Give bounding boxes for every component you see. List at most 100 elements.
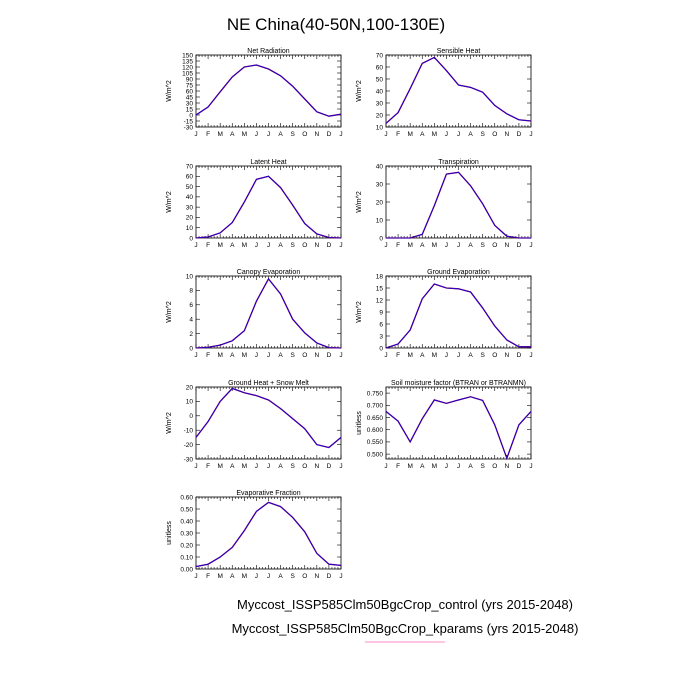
x-tick-label: M <box>242 242 247 249</box>
x-tick-label: O <box>302 352 307 359</box>
x-tick-label: F <box>396 352 400 359</box>
x-tick-label: A <box>230 242 235 249</box>
x-tick-label: O <box>302 463 307 470</box>
x-tick-label: S <box>480 242 485 249</box>
x-tick-label: J <box>194 242 197 249</box>
x-tick-label: J <box>445 352 448 359</box>
x-tick-label: N <box>504 352 509 359</box>
y-tick-label: -10 <box>184 428 194 435</box>
x-tick-label: M <box>242 463 247 470</box>
y-tick-label: 0.60 <box>180 494 193 501</box>
x-tick-label: M <box>217 352 222 359</box>
series-line-control <box>195 387 342 449</box>
y-tick-label: 0.650 <box>367 415 384 422</box>
panel-title: Evaporative Fraction <box>236 490 300 497</box>
y-tick-label: 0.20 <box>180 542 193 549</box>
y-tick-label: 0 <box>379 235 383 242</box>
x-tick-label: J <box>255 242 258 249</box>
x-tick-label: S <box>290 352 295 359</box>
x-tick-label: J <box>384 242 387 249</box>
x-tick-label: O <box>492 131 497 138</box>
x-tick-label: N <box>314 131 319 138</box>
y-tick-label: 6 <box>379 321 383 328</box>
x-tick-label: J <box>267 573 270 580</box>
y-tick-label: 30 <box>186 100 194 107</box>
y-tick-label: 20 <box>376 199 384 206</box>
x-tick-label: S <box>290 463 295 470</box>
x-tick-label: S <box>480 352 485 359</box>
panel-title: Canopy Evaporation <box>237 269 301 276</box>
x-tick-label: D <box>327 131 332 138</box>
y-tick-label: 15 <box>186 106 194 113</box>
x-tick-label: J <box>529 131 532 138</box>
x-tick-label: O <box>492 352 497 359</box>
x-tick-label: J <box>339 242 342 249</box>
x-tick-label: J <box>457 463 460 470</box>
x-tick-label: N <box>314 573 319 580</box>
y-tick-label: 30 <box>376 181 384 188</box>
x-tick-label: F <box>206 352 210 359</box>
x-tick-label: J <box>267 463 270 470</box>
y-tick-label: 30 <box>376 100 384 107</box>
y-axis-label: W/m^2 <box>356 301 363 323</box>
series-line-control <box>195 175 342 239</box>
x-tick-label: A <box>278 352 283 359</box>
x-tick-label: J <box>194 131 197 138</box>
x-tick-label: J <box>384 463 387 470</box>
x-tick-label: O <box>492 463 497 470</box>
x-tick-label: A <box>278 573 283 580</box>
y-tick-label: 120 <box>182 64 193 71</box>
y-tick-label: 20 <box>186 215 194 222</box>
series-line-control <box>195 501 342 568</box>
y-tick-label: 0.30 <box>180 530 193 537</box>
x-tick-label: J <box>255 131 258 138</box>
y-tick-label: 4 <box>189 317 193 324</box>
x-tick-label: S <box>480 131 485 138</box>
y-tick-label: 20 <box>376 112 384 119</box>
x-tick-label: A <box>468 463 473 470</box>
x-tick-label: J <box>445 463 448 470</box>
x-tick-label: M <box>432 242 437 249</box>
y-axis-label: W/m^2 <box>166 80 173 102</box>
y-tick-label: -30 <box>184 124 194 131</box>
x-tick-label: A <box>230 463 235 470</box>
y-tick-label: 135 <box>182 58 193 65</box>
x-tick-label: D <box>517 352 522 359</box>
y-tick-label: 0 <box>189 112 193 119</box>
y-tick-label: 9 <box>379 309 383 316</box>
x-tick-label: D <box>327 242 332 249</box>
y-tick-label: 50 <box>186 184 194 191</box>
x-tick-label: A <box>230 131 235 138</box>
x-tick-label: F <box>206 573 210 580</box>
x-tick-label: A <box>468 131 473 138</box>
panel-title: Ground Heat + Snow Melt <box>228 380 309 387</box>
series-line-kparams <box>386 171 531 239</box>
x-tick-label: F <box>396 242 400 249</box>
series-line-kparams <box>195 64 342 117</box>
y-tick-label: 10 <box>186 225 194 232</box>
y-tick-label: 70 <box>186 163 194 170</box>
panel-title: Transpiration <box>438 159 479 166</box>
y-tick-label: 20 <box>186 384 194 391</box>
y-tick-label: 70 <box>376 52 384 59</box>
y-tick-label: 0.40 <box>180 518 193 525</box>
y-tick-label: 2 <box>189 331 193 338</box>
y-tick-label: 10 <box>186 399 194 406</box>
x-tick-label: M <box>242 131 247 138</box>
panel-title: Ground Evaporation <box>427 269 490 276</box>
y-tick-label: 30 <box>186 204 194 211</box>
x-tick-label: D <box>327 463 332 470</box>
legend-entry-kparams: Myccost_ISSP585Clm50BgcCrop_kparams (yrs… <box>232 621 579 636</box>
x-tick-label: A <box>230 352 235 359</box>
x-tick-label: J <box>457 242 460 249</box>
x-tick-label: S <box>290 242 295 249</box>
x-tick-label: D <box>517 463 522 470</box>
y-axis-label: W/m^2 <box>166 301 173 323</box>
x-tick-label: J <box>255 463 258 470</box>
x-tick-label: M <box>407 242 412 249</box>
x-tick-label: J <box>529 352 532 359</box>
y-tick-label: 40 <box>186 194 194 201</box>
series-line-kparams <box>385 396 532 461</box>
x-tick-label: J <box>457 352 460 359</box>
